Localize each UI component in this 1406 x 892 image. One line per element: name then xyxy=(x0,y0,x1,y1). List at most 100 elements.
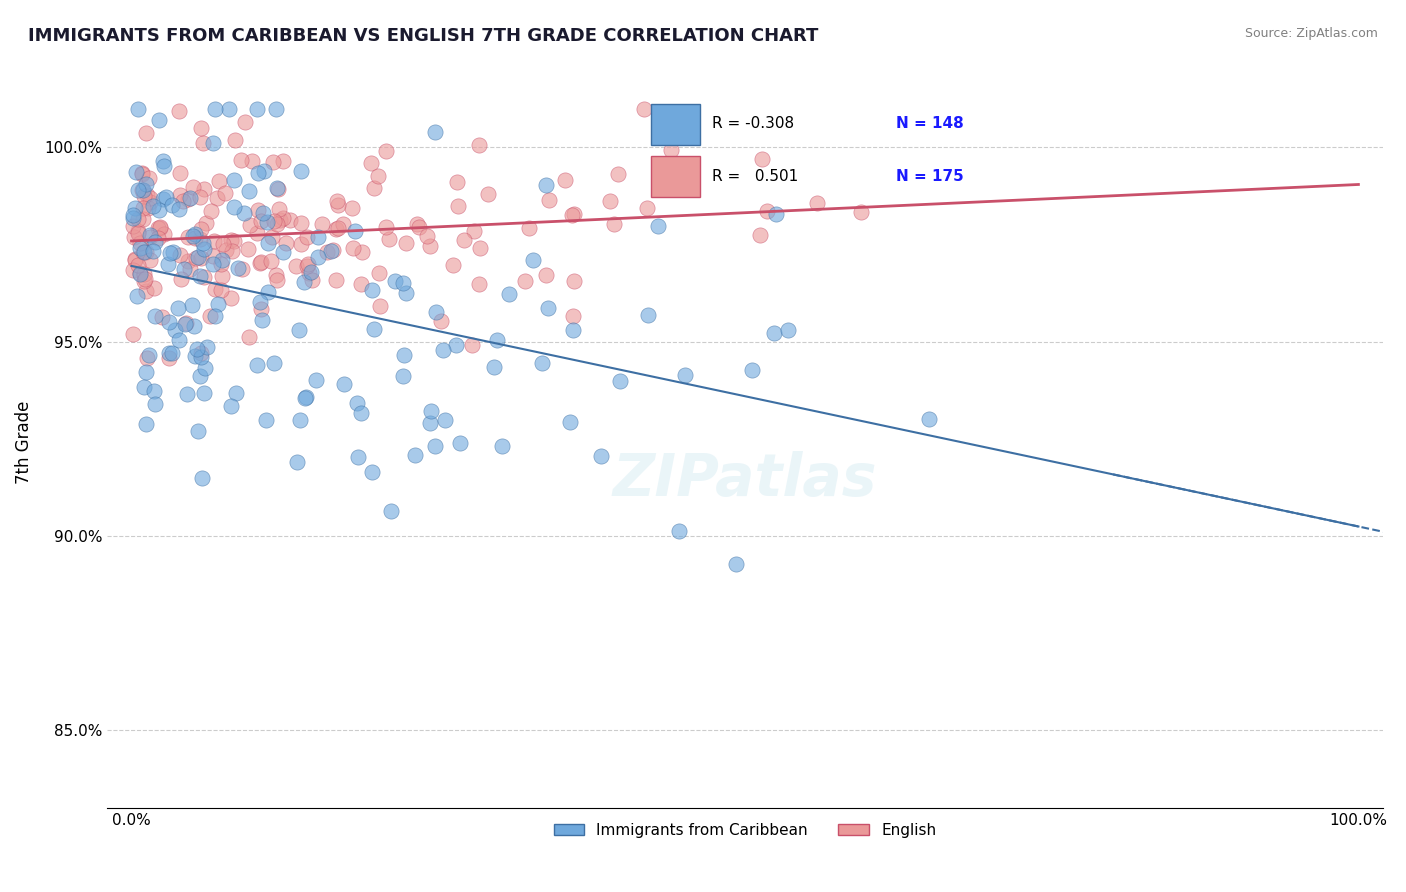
Legend: Immigrants from Caribbean, English: Immigrants from Caribbean, English xyxy=(547,817,942,844)
Point xyxy=(434,413,457,427)
Point xyxy=(232,206,254,220)
Point xyxy=(224,133,246,147)
Point xyxy=(127,226,149,240)
Point xyxy=(179,191,201,205)
Point xyxy=(165,323,187,337)
Point xyxy=(534,178,557,192)
Point xyxy=(169,202,191,217)
Point xyxy=(380,504,402,518)
Point xyxy=(316,244,339,259)
Point xyxy=(806,196,828,211)
Point xyxy=(325,222,347,236)
Point xyxy=(221,244,243,258)
Point xyxy=(208,174,231,188)
Point xyxy=(145,235,167,249)
Point xyxy=(142,244,165,259)
Point xyxy=(322,243,344,257)
Point xyxy=(184,349,207,363)
Point xyxy=(562,323,585,337)
Point xyxy=(257,285,280,299)
Point xyxy=(152,192,174,206)
Point xyxy=(562,273,585,287)
Point xyxy=(778,323,800,337)
Point xyxy=(139,228,162,243)
Point xyxy=(193,182,215,196)
Point xyxy=(204,102,226,116)
Point xyxy=(484,359,506,374)
Point xyxy=(554,172,576,186)
Point xyxy=(184,227,207,241)
Point xyxy=(125,165,148,179)
Point xyxy=(122,263,145,277)
Point xyxy=(404,448,426,462)
Point xyxy=(446,338,468,352)
Point xyxy=(513,274,536,288)
Point xyxy=(166,301,188,315)
Point xyxy=(307,230,329,244)
Point xyxy=(184,252,207,266)
Point xyxy=(231,262,253,277)
Point xyxy=(363,321,385,335)
Point xyxy=(195,216,218,230)
Point xyxy=(246,358,269,372)
Point xyxy=(238,185,260,199)
Point xyxy=(143,397,166,411)
Point xyxy=(340,201,363,215)
Point xyxy=(290,236,312,251)
Point xyxy=(367,169,389,183)
Point xyxy=(146,221,169,235)
Point xyxy=(190,252,212,266)
Point xyxy=(129,235,152,250)
Point xyxy=(229,153,252,168)
Point xyxy=(188,189,211,203)
Point xyxy=(249,256,271,270)
Point xyxy=(211,252,233,267)
Point xyxy=(218,102,240,116)
Point xyxy=(177,192,200,206)
Point xyxy=(136,351,159,365)
Point xyxy=(326,194,349,209)
Point xyxy=(295,259,318,273)
Point xyxy=(491,439,513,453)
Point xyxy=(190,346,212,360)
Point xyxy=(290,163,312,178)
Point xyxy=(352,244,374,259)
Point xyxy=(263,356,285,370)
Point xyxy=(138,171,160,186)
Point xyxy=(246,226,269,240)
Point xyxy=(749,228,772,243)
Point xyxy=(136,202,159,216)
Point xyxy=(392,369,415,384)
Point xyxy=(918,412,941,426)
Point xyxy=(266,273,288,287)
Point xyxy=(419,239,441,253)
Point xyxy=(368,299,391,313)
Point xyxy=(131,183,153,197)
Point xyxy=(266,182,288,196)
Point xyxy=(350,277,373,291)
Point xyxy=(190,350,212,364)
Point xyxy=(174,316,197,330)
Point xyxy=(647,219,669,233)
Point xyxy=(170,272,193,286)
Point xyxy=(374,219,396,234)
Point xyxy=(602,217,624,231)
Point xyxy=(193,386,215,401)
Point xyxy=(121,208,143,222)
Point xyxy=(186,343,208,357)
Point xyxy=(131,167,153,181)
Point xyxy=(378,232,401,246)
Point xyxy=(134,272,156,286)
Point xyxy=(177,253,200,268)
Point xyxy=(134,274,156,288)
Point xyxy=(252,206,274,220)
Point xyxy=(212,237,235,252)
Point xyxy=(188,368,211,383)
Point xyxy=(564,207,586,221)
Point xyxy=(183,318,205,333)
Point xyxy=(425,305,447,319)
Point xyxy=(254,413,277,427)
Point xyxy=(139,230,162,244)
Point xyxy=(169,248,191,262)
Point xyxy=(423,126,446,140)
